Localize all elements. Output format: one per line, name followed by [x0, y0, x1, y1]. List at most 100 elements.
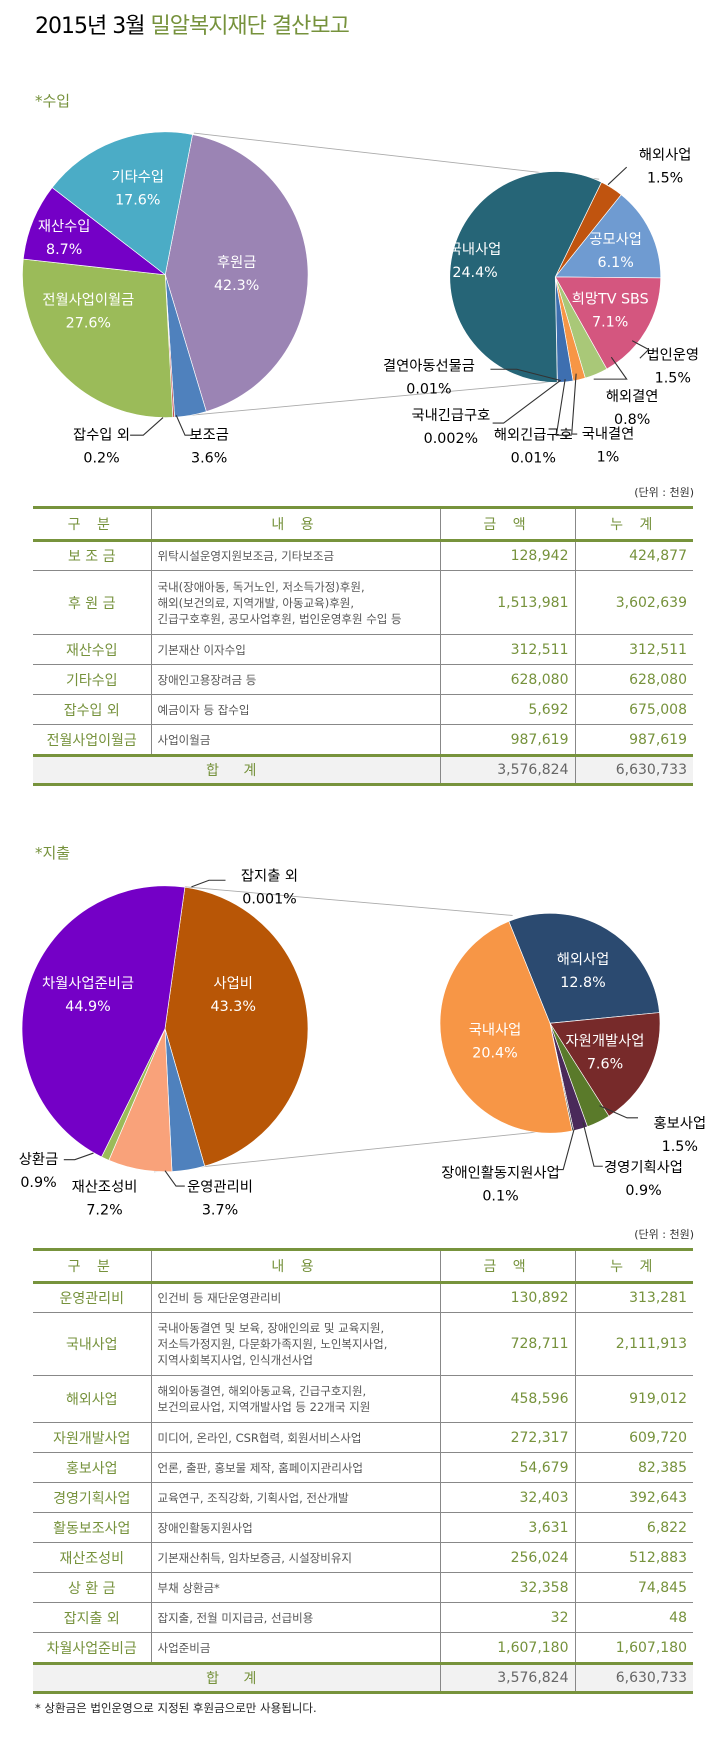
- amount-cell: 628,080: [439, 664, 575, 695]
- description-line: 언론, 출판, 홍보물 제작, 홈페이지관리사업: [157, 1460, 363, 1475]
- expense-pie-charts: 사업비 43.3% 운영관리비 3.7% 재산조성비 7.2% 상환금 0.9% 차월사업준비금…: [19, 867, 706, 1219]
- slice-label-name: 국내긴급구호: [412, 407, 491, 424]
- category-cell: 재산조성비: [33, 1542, 151, 1573]
- amount-cell: 3,631: [439, 1512, 575, 1543]
- slice-label-value: 1.5%: [647, 170, 683, 186]
- column-header: 누 계: [574, 1248, 693, 1284]
- pie-slice: [164, 134, 309, 412]
- cumulative-cell: 1,607,180: [574, 1632, 693, 1664]
- table-row: 후 원 금 국내(장애아동, 독거노인, 저소득가정)후원, 해외(보건의료, 지역…: [33, 570, 693, 635]
- connector-line: [193, 132, 600, 180]
- category-cell: 기타수입: [33, 664, 151, 695]
- description-cell: 장애인활동지원사업: [150, 1512, 440, 1543]
- slice-label-value: 27.6%: [66, 316, 111, 332]
- description-cell: 해외아동결연, 해외아동교육, 긴급구호지원, 보건의료사업, 지역개발사업 등 …: [150, 1375, 440, 1423]
- description-line: 지역사회복지사업, 인식개선사업: [157, 1353, 313, 1367]
- description-line: 해외아동결연, 해외아동교육, 긴급구호지원,: [157, 1384, 367, 1398]
- cumulative-cell: 628,080: [574, 664, 693, 695]
- connector-line: [153, 1130, 547, 1173]
- cumulative-cell: 313,281: [574, 1282, 693, 1313]
- description-cell: 기본재산 이자수입: [150, 634, 440, 665]
- column-header: 구 분: [33, 1248, 151, 1284]
- cumulative-cell: 609,720: [574, 1422, 693, 1453]
- total-cumulative: 6,630,733: [574, 1662, 693, 1694]
- description-line: 사업이월금: [157, 732, 211, 747]
- pie-slice: [554, 194, 662, 279]
- description-cell: 언론, 출판, 홍보물 제작, 홈페이지관리사업: [150, 1452, 440, 1483]
- table-row: 상 환 금 부채 상환금* 32,358 74,845: [33, 1572, 693, 1603]
- description-cell: 국내(장애아동, 독거노인, 저소득가정)후원, 해외(보건의료, 지역개발, 아…: [150, 570, 440, 635]
- slice-label-value: 0.2%: [83, 451, 119, 467]
- leader-line: [582, 1122, 603, 1167]
- description-line: 위탁시설운영지원보조금, 기타보조금: [157, 549, 335, 563]
- amount-cell: 32,403: [439, 1482, 575, 1513]
- cumulative-cell: 48: [574, 1602, 693, 1633]
- cumulative-cell: 919,012: [574, 1375, 693, 1423]
- slice-label-name: 재산수입: [38, 218, 90, 235]
- total-cumulative: 6,630,733: [574, 754, 693, 786]
- description-cell: 사업준비금: [150, 1632, 440, 1664]
- slice-label-value: 42.3%: [214, 278, 259, 294]
- pie-slice: [165, 887, 185, 1029]
- table-row: 전월사업이월금 사업이월금 987,619 987,619: [33, 724, 693, 756]
- description-line: 보건의료사업, 지역개발사업 등 22개국 지원: [157, 1400, 371, 1414]
- slice-label-value: 3.6%: [191, 451, 227, 467]
- table-row: 보 조 금 위탁시설운영지원보조금, 기타보조금 128,942 424,877: [33, 540, 693, 571]
- slice-label-name: 홍보사업: [653, 1115, 706, 1132]
- table-row: 해외사업 해외아동결연, 해외아동교육, 긴급구호지원, 보건의료사업, 지역개발사…: [33, 1375, 693, 1423]
- total-amount: 3,576,824: [439, 1662, 575, 1694]
- slice-label-name: 국내결연: [582, 425, 635, 442]
- income-section-label: *수입: [35, 92, 71, 110]
- slice-label-value: 0.1%: [482, 1188, 518, 1204]
- pie-slice: [449, 171, 602, 383]
- leader-line: [191, 879, 226, 888]
- table-row: 자원개발사업 미디어, 온라인, CSR협력, 회원서비스사업 272,317 609…: [33, 1422, 693, 1453]
- description-cell: 사업이월금: [150, 724, 440, 756]
- slice-label-value: 8.7%: [46, 242, 82, 258]
- slice-label-name: 사업비: [213, 975, 252, 992]
- category-cell: 잡지출 외: [33, 1602, 151, 1633]
- table-row: 운영관리비 인건비 등 재단운영관리비 130,892 313,281: [33, 1282, 693, 1313]
- pie-slice: [554, 276, 662, 370]
- amount-cell: 728,711: [439, 1312, 575, 1376]
- pie-slice: [164, 886, 309, 1167]
- cumulative-cell: 392,643: [574, 1482, 693, 1513]
- slice-label-value: 7.6%: [587, 1056, 623, 1072]
- category-cell: 국내사업: [33, 1312, 151, 1376]
- leader-line: [490, 368, 560, 381]
- slice-label-value: 0.002%: [424, 431, 478, 447]
- cumulative-cell: 987,619: [574, 724, 693, 756]
- slice-label-name: 잡수입 외: [73, 427, 130, 444]
- connector-line: [184, 886, 513, 916]
- description-cell: 인건비 등 재단운영관리비: [150, 1282, 440, 1313]
- amount-cell: 54,679: [439, 1452, 575, 1483]
- table-row: 재산수입 기본재산 이자수입 312,511 312,511: [33, 634, 693, 665]
- category-cell: 운영관리비: [33, 1282, 151, 1313]
- slice-label-name: 해외사업: [557, 951, 610, 968]
- title-date: 2015년 3월: [35, 14, 145, 39]
- description-line: 부채 상환금*: [157, 1580, 220, 1595]
- total-label: 합 계: [33, 1662, 440, 1694]
- leader-line: [175, 415, 193, 436]
- description-line: 사업준비금: [157, 1640, 211, 1655]
- slice-label-name: 보조금: [190, 428, 229, 444]
- slice-label-value: 17.6%: [115, 192, 160, 208]
- description-line: 미디어, 온라인, CSR협력, 회원서비스사업: [157, 1430, 362, 1445]
- leader-line: [631, 340, 650, 359]
- amount-cell: 1,607,180: [439, 1632, 575, 1664]
- cumulative-cell: 2,111,913: [574, 1312, 693, 1376]
- pie-slice: [549, 1012, 661, 1117]
- amount-cell: 312,511: [439, 634, 575, 665]
- leader-line: [63, 1152, 94, 1161]
- slice-label-value: 0.8%: [614, 412, 650, 428]
- slice-label-name: 후원금: [217, 254, 256, 271]
- leader-line: [556, 1128, 575, 1171]
- slice-label-value: 7.2%: [86, 1203, 122, 1219]
- leader-line: [593, 356, 628, 380]
- slice-label-value: 1%: [597, 450, 620, 466]
- slice-label-name: 희망TV SBS: [572, 290, 649, 307]
- slice-label-name: 해외긴급구호: [494, 427, 573, 444]
- slice-label-value: 24.4%: [452, 265, 497, 281]
